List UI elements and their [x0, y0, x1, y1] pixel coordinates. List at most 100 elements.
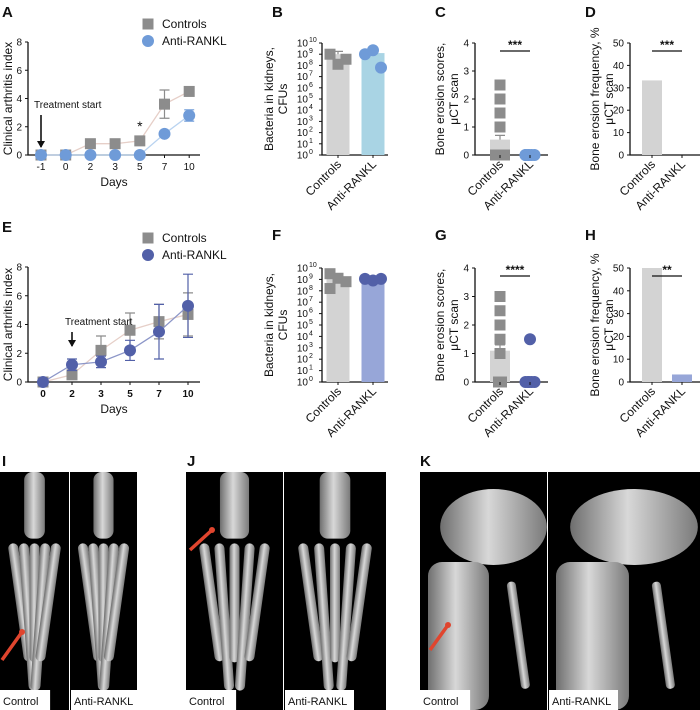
microct-image-anti-rankl: Anti-RANKL [284, 472, 386, 710]
x-tick-label: 2 [69, 389, 75, 400]
y-tick-label: 10 [297, 50, 309, 61]
y-axis-title: Bone erosion frequency, % [588, 253, 602, 397]
y-tick-exponent: 9 [309, 48, 313, 55]
bone-shape [319, 472, 351, 539]
image-panel-i: I Control Anti-RANKL [0, 453, 140, 710]
data-point-anti-rankl [183, 109, 196, 122]
panel-d: D 0 10 20 30 40 50 Bone erosion frequency, % μCT… [585, 4, 700, 213]
y-tick-exponent: 6 [309, 308, 313, 315]
legend-marker [142, 232, 154, 244]
bar-anti-rankl [361, 279, 385, 382]
y-tick-exponent: 7 [309, 71, 313, 78]
tibia-shape [428, 562, 489, 710]
data-point-anti-rankl [124, 344, 136, 357]
data-point-anti-rankl [367, 44, 379, 57]
panel-label: G [435, 227, 447, 244]
image-label: Control [189, 696, 224, 708]
panel-label: B [272, 4, 283, 21]
microct-image-control: Control [420, 472, 547, 710]
panel-label: A [2, 4, 13, 21]
data-point-controls [494, 305, 506, 317]
y-tick-label: 10 [297, 378, 309, 389]
erosion-arrow [0, 630, 24, 662]
data-point-anti-rankl [375, 272, 387, 285]
bone-shape [219, 472, 250, 539]
image-label: Anti-RANKL [74, 696, 133, 708]
data-point-controls [494, 291, 506, 302]
data-point-controls [340, 53, 352, 65]
y-tick-label: 50 [613, 264, 625, 275]
axes [474, 268, 548, 383]
x-tick-label: 2 [88, 162, 94, 173]
y-tick-exponent: 10 [309, 37, 317, 44]
data-point-controls [332, 58, 344, 70]
bar-controls [642, 268, 662, 382]
image-label-box [285, 690, 354, 710]
y-tick-label: 2 [16, 349, 22, 360]
y-tick-label: 6 [16, 66, 22, 77]
data-point-anti-rankl [522, 149, 535, 161]
y-axis-title: μCT scan [447, 299, 461, 350]
y-tick-exponent: 5 [309, 319, 313, 326]
fibula-shape [506, 581, 530, 689]
digit-bone-shape [35, 543, 61, 662]
y-tick-label: 10 [297, 343, 309, 354]
bar-controls [642, 80, 662, 155]
image-label-box [186, 690, 237, 710]
y-tick-exponent: 2 [309, 353, 313, 360]
image-panel-j: J Control Anti-RANKL [186, 453, 386, 710]
x-tick-label: 10 [184, 162, 196, 173]
erosion-arrow [428, 623, 450, 652]
y-tick-label: 3 [463, 292, 469, 303]
y-tick-label: 0 [618, 378, 624, 389]
panel-label: J [187, 453, 195, 470]
data-point-anti-rankl [109, 149, 122, 161]
significance-marker: * [137, 118, 143, 134]
data-point-anti-rankl [37, 376, 49, 388]
data-point-anti-rankl [35, 149, 47, 161]
digit-bone-shape [336, 543, 356, 691]
data-point-anti-rankl [375, 61, 387, 74]
y-tick-exponent: 7 [309, 296, 313, 303]
data-point-controls [494, 121, 506, 133]
digit-bone-shape [244, 543, 270, 662]
data-point-controls [494, 348, 506, 359]
y-axis-title: Bone erosion scores, [433, 269, 447, 382]
data-point-controls [494, 319, 506, 331]
data-point-anti-rankl [522, 376, 535, 388]
y-tick-label: 10 [297, 355, 309, 366]
legend-label: Controls [162, 17, 207, 31]
data-point-controls [494, 333, 506, 345]
y-axis-title: μCT scan [602, 299, 616, 350]
x-tick-label: 3 [98, 389, 104, 400]
y-tick-label: 10 [297, 61, 309, 72]
y-tick-label: 10 [297, 117, 309, 128]
microct-image-anti-rankl: Anti-RANKL [70, 472, 140, 710]
image-label-box [71, 690, 140, 710]
y-tick-label: 10 [297, 39, 309, 50]
legend-label: Anti-RANKL [162, 248, 227, 262]
data-point-anti-rankl [66, 358, 78, 371]
panel-e: E 0 2 4 6 8 0 2 3 5 7 10 Days Clinical arthritis inde… [1, 219, 227, 416]
image-label: Anti-RANKL [552, 696, 611, 708]
y-tick-exponent: 4 [309, 330, 313, 337]
y-tick-label: 0 [463, 151, 469, 162]
panel-h: H 0 10 20 30 40 50 Bone erosion frequency, % μCT… [585, 227, 700, 440]
significance-marker: **** [506, 263, 525, 277]
data-point-controls [496, 376, 507, 388]
y-tick-exponent: 10 [309, 262, 317, 269]
data-point-controls [183, 85, 195, 97]
y-tick-label: 0 [618, 151, 624, 162]
y-tick-exponent: 1 [309, 365, 313, 372]
y-tick-label: 0 [463, 378, 469, 389]
image-panel-k: K Control Anti-RANKL [420, 453, 700, 710]
y-tick-label: 20 [613, 332, 625, 343]
data-point-controls [494, 107, 506, 119]
y-tick-exponent: 2 [309, 127, 313, 134]
microct-image-control: Control [186, 472, 283, 710]
data-point-anti-rankl [84, 149, 97, 161]
x-tick-label: 7 [162, 162, 168, 173]
bar-controls [326, 277, 350, 382]
